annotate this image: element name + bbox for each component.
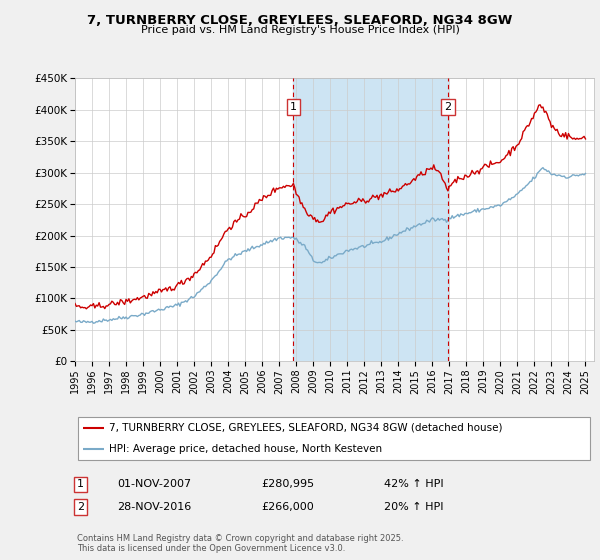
FancyBboxPatch shape [77,417,590,460]
Text: 28-NOV-2016: 28-NOV-2016 [117,502,191,512]
Text: HPI: Average price, detached house, North Kesteven: HPI: Average price, detached house, Nort… [109,444,382,454]
Text: 2: 2 [444,102,451,111]
Text: 7, TURNBERRY CLOSE, GREYLEES, SLEAFORD, NG34 8GW: 7, TURNBERRY CLOSE, GREYLEES, SLEAFORD, … [88,14,512,27]
Text: 42% ↑ HPI: 42% ↑ HPI [384,479,443,489]
Text: 1: 1 [290,102,297,111]
Text: 01-NOV-2007: 01-NOV-2007 [117,479,191,489]
Text: £280,995: £280,995 [261,479,314,489]
Text: 7, TURNBERRY CLOSE, GREYLEES, SLEAFORD, NG34 8GW (detached house): 7, TURNBERRY CLOSE, GREYLEES, SLEAFORD, … [109,423,502,433]
Text: £266,000: £266,000 [261,502,314,512]
Text: 20% ↑ HPI: 20% ↑ HPI [384,502,443,512]
Text: 2: 2 [77,502,84,512]
Bar [293,78,448,361]
Text: Contains HM Land Registry data © Crown copyright and database right 2025.
This d: Contains HM Land Registry data © Crown c… [77,534,403,553]
Text: 1: 1 [77,479,84,489]
Text: Price paid vs. HM Land Registry's House Price Index (HPI): Price paid vs. HM Land Registry's House … [140,25,460,35]
